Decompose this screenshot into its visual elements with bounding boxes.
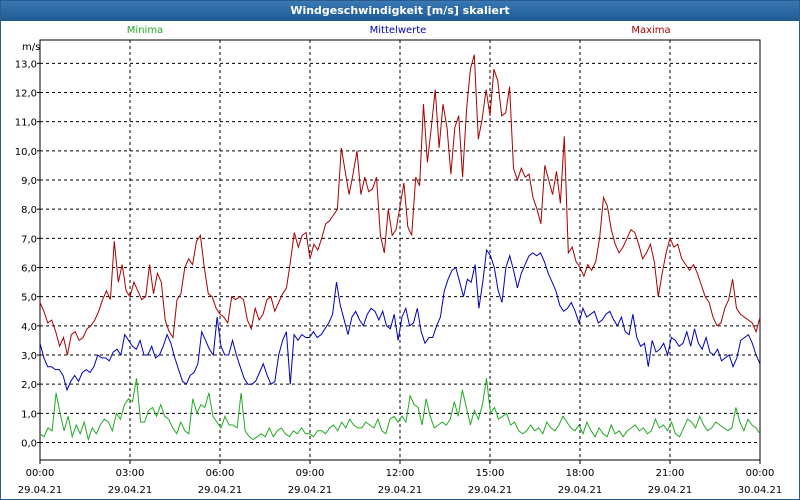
x-tick-date: 29.04.21 (288, 485, 333, 496)
legend: Minima Mittelwerte Maxima (127, 25, 671, 36)
x-tick-time: 21:00 (656, 468, 685, 479)
x-tick-date: 29.04.21 (18, 485, 63, 496)
x-tick-time: 00:00 (746, 468, 775, 479)
y-tick-label: 5,0 (21, 293, 37, 304)
legend-maxima: Maxima (631, 25, 670, 36)
y-tick-label: 8,0 (21, 205, 37, 216)
y-tick-label: 10,0 (15, 147, 37, 158)
x-tick-date: 30.04.21 (738, 485, 783, 496)
x-tick-date: 29.04.21 (468, 485, 513, 496)
y-axis: 0,0 1,0 2,0 3,0 4,0 5,0 6,0 7,0 8,0 9,0 10,0 11,0 12… (15, 59, 40, 450)
x-axis: 00:00 29.04.21 03:00 29.04.21 06:00 29.04.21 0… (18, 460, 783, 496)
y-tick-label: 7,0 (21, 234, 37, 245)
x-tick-date: 29.04.21 (648, 485, 693, 496)
y-tick-label: 12,0 (15, 89, 37, 100)
x-tick-time: 18:00 (566, 468, 595, 479)
legend-minima: Minima (127, 25, 163, 36)
window-title: Windgeschwindigkeit [m/s] skaliert (1, 1, 799, 21)
y-tick-label: 2,0 (21, 380, 37, 391)
series-group (39, 54, 761, 442)
x-tick-time: 06:00 (206, 468, 235, 479)
y-tick-label: 4,0 (21, 322, 37, 333)
y-tick-label: 11,0 (15, 118, 37, 129)
y-tick-label: 13,0 (15, 59, 37, 70)
x-tick-time: 09:00 (296, 468, 325, 479)
grid (40, 40, 760, 460)
y-tick-label: 6,0 (21, 264, 37, 275)
y-tick-label: 0,0 (21, 439, 37, 450)
x-tick-time: 12:00 (386, 468, 415, 479)
x-tick-date: 29.04.21 (198, 485, 243, 496)
x-tick-date: 29.04.21 (558, 485, 603, 496)
y-axis-label: m/s (22, 42, 40, 53)
series-line-minima (39, 378, 761, 442)
legend-mittelwerte: Mittelwerte (370, 25, 427, 36)
series-line-mittelwerte (39, 248, 761, 392)
x-tick-date: 29.04.21 (108, 485, 153, 496)
y-tick-label: 1,0 (21, 409, 37, 420)
y-tick-label: 3,0 (21, 351, 37, 362)
x-tick-time: 03:00 (116, 468, 145, 479)
x-tick-date: 29.04.21 (378, 485, 423, 496)
series-line-maxima (39, 54, 761, 356)
x-tick-time: 15:00 (476, 468, 505, 479)
y-tick-label: 9,0 (21, 176, 37, 187)
x-tick-time: 00:00 (26, 468, 55, 479)
